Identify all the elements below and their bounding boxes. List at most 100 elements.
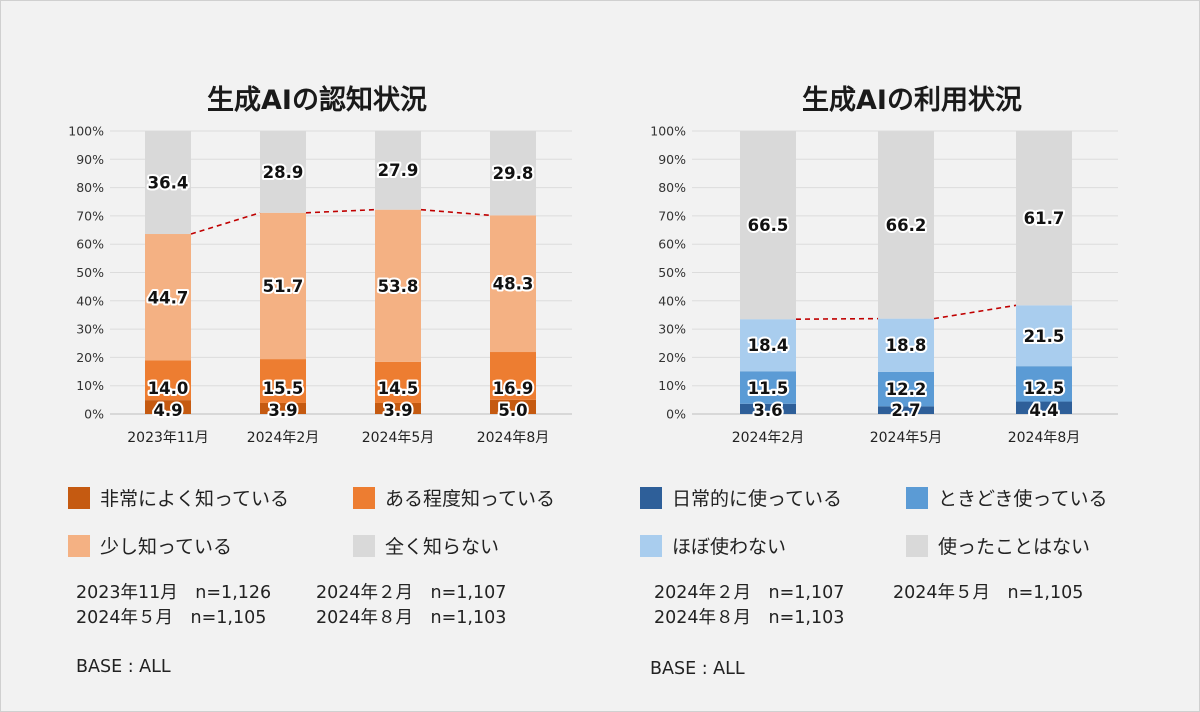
trend-line [190, 212, 261, 235]
bar-segment [878, 131, 934, 319]
bar-segment [878, 406, 934, 414]
y-tick-label: 80% [658, 180, 686, 195]
y-tick-label: 60% [76, 237, 104, 252]
y-tick-label: 100% [650, 124, 686, 139]
legend-label-a-little: 少し知っている [100, 536, 232, 558]
y-tick-label: 60% [658, 237, 686, 252]
y-tick-label: 80% [76, 180, 104, 195]
data-label: 15.5 [263, 379, 304, 398]
data-label: 51.7 [263, 277, 304, 296]
bar-segment [375, 361, 421, 403]
bar-segment [260, 359, 306, 403]
x-tick-label: 2023年11月 [127, 430, 208, 446]
y-tick-label: 30% [76, 322, 104, 337]
data-label: 44.7 [148, 288, 189, 307]
y-tick-label: 50% [76, 265, 104, 280]
bar-segment [145, 131, 191, 235]
bar-segment [1016, 305, 1072, 367]
bar-segment [740, 131, 796, 320]
usage-legend: 日常的に使っている ときどき使っている ほぼ使わない 使ったことはない [640, 487, 1107, 558]
chart-title-usage: 生成AIの利用状況 [802, 85, 1022, 116]
bar-segment [490, 131, 536, 216]
y-tick-label: 10% [76, 378, 104, 393]
trend-line [795, 317, 879, 320]
bar-segment [1016, 401, 1072, 414]
base-note: BASE : ALL [650, 659, 745, 679]
bar-segment [740, 403, 796, 414]
sample-size-note: 2024年５月 n=1,105 [893, 583, 1083, 603]
legend-label-daily: 日常的に使っている [672, 488, 842, 510]
sample-size-note: 2024年８月 n=1,103 [654, 608, 844, 628]
bar-segment [1016, 130, 1072, 306]
data-label: 48.3 [493, 275, 534, 294]
trend-line [420, 208, 491, 217]
trend-line [305, 208, 376, 214]
bar-segment [878, 371, 934, 407]
data-label: 66.5 [748, 216, 789, 235]
chart-title-awareness: 生成AIの認知状況 [207, 84, 427, 116]
x-tick-label: 2024年2月 [247, 430, 320, 446]
awareness-notes: 2023年11月 n=1,126 2024年２月 n=1,107 2024年５月… [76, 583, 506, 677]
y-tick-label: 50% [658, 265, 686, 280]
y-tick-label: 0% [666, 407, 686, 422]
legend-swatch-sometimes [906, 487, 928, 509]
data-label: 18.8 [886, 336, 927, 355]
x-tick-label: 2024年2月 [732, 430, 805, 446]
bar-segment [490, 215, 536, 353]
usage-plot: 0% 10% 20% 30% 40% 50% 60% 70% 80% 90% 100% 2024年2月… [650, 124, 1118, 446]
y-tick-label: 70% [76, 208, 104, 223]
trend-line [933, 304, 1017, 320]
x-tick-label: 2024年5月 [362, 430, 435, 446]
y-tick-label: 30% [658, 322, 686, 337]
legend-label-very-well: 非常によく知っている [100, 488, 289, 510]
sample-size-note: 2024年５月 n=1,105 [76, 608, 266, 628]
usage-notes: 2024年２月 n=1,107 2024年５月 n=1,105 2024年８月 … [650, 583, 1083, 679]
data-label: 2.7 [891, 401, 920, 420]
bar-segment [145, 234, 191, 361]
y-tick-label: 70% [658, 208, 686, 223]
data-label: 29.8 [493, 164, 534, 183]
legend-label-somewhat: ある程度知っている [385, 488, 555, 510]
bar-segment [490, 352, 536, 400]
data-label: 14.5 [378, 379, 419, 398]
y-tick-label: 90% [658, 152, 686, 167]
data-label: 14.0 [148, 379, 189, 398]
data-label: 27.9 [378, 161, 419, 180]
y-tick-label: 100% [68, 124, 104, 139]
legend-swatch-somewhat [353, 487, 375, 509]
data-label: 12.2 [886, 380, 927, 399]
x-tick-label: 2024年8月 [477, 430, 550, 446]
data-label: 53.8 [378, 277, 419, 296]
bar-segment [260, 402, 306, 414]
bar-segment [375, 402, 421, 414]
data-label: 11.5 [748, 379, 789, 398]
legend-swatch-never [906, 535, 928, 557]
y-tick-label: 10% [658, 378, 686, 393]
bar-segment [878, 318, 934, 372]
legend-swatch-daily [640, 487, 662, 509]
y-tick-label: 0% [84, 407, 104, 422]
legend-label-sometimes: ときどき使っている [938, 488, 1107, 510]
data-label: 3.6 [753, 401, 782, 420]
y-tick-label: 20% [76, 350, 104, 365]
sample-size-note: 2024年２月 n=1,107 [654, 583, 844, 603]
base-note: BASE : ALL [76, 657, 171, 677]
data-label: 61.7 [1024, 209, 1065, 228]
legend-label-not-at-all: 全く知らない [385, 536, 499, 558]
data-label: 16.9 [493, 379, 534, 398]
bar-segment [145, 400, 191, 414]
legend-swatch-rarely [640, 535, 662, 557]
data-label: 21.5 [1024, 327, 1065, 346]
bar-segment [145, 360, 191, 401]
bar-segment [260, 131, 306, 213]
data-label: 12.5 [1024, 379, 1065, 398]
sample-size-note: 2024年２月 n=1,107 [316, 583, 506, 603]
legend-label-rarely: ほぼ使わない [672, 536, 786, 558]
bar-segment [740, 319, 796, 372]
legend-swatch-very-well [68, 487, 90, 509]
data-label: 18.4 [748, 336, 789, 355]
y-tick-label: 40% [658, 293, 686, 308]
